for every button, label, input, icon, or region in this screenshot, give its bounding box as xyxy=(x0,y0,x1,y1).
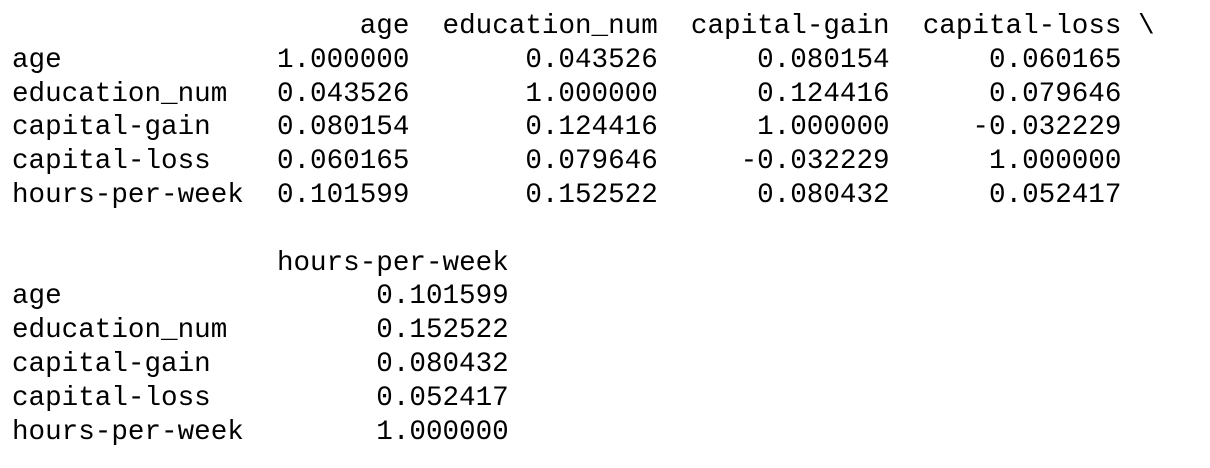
cell-value: 0.060165 xyxy=(988,44,1122,76)
cell-value: 0.124416 xyxy=(757,78,890,110)
cell-value: -0.032229 xyxy=(972,112,1122,144)
cell-value: 0.152522 xyxy=(525,180,658,211)
cell-value: 0.101599 xyxy=(376,281,509,313)
row-label: capital-gain xyxy=(12,112,211,144)
column-header: education_num xyxy=(442,11,658,42)
cell-value: 0.080154 xyxy=(276,112,410,144)
cell-value: 0.080154 xyxy=(757,44,890,76)
cell-value: 0.079646 xyxy=(525,146,658,178)
cell-value: 0.052417 xyxy=(988,180,1122,211)
row-label: age xyxy=(12,281,62,313)
row-label: education_num xyxy=(12,78,228,110)
row-label: hours-per-week xyxy=(12,180,244,211)
cell-value: 0.124416 xyxy=(525,112,658,144)
cell-value: 1.000000 xyxy=(525,78,658,110)
cell-value: 1.000000 xyxy=(376,416,509,448)
cell-value: 0.080432 xyxy=(757,180,890,211)
cell-value: 0.080432 xyxy=(376,349,509,380)
cell-value: 0.052417 xyxy=(376,382,509,414)
cell-value: 1.000000 xyxy=(276,44,410,76)
row-label: capital-gain xyxy=(12,349,211,380)
column-header: hours-per-week xyxy=(276,247,509,279)
cell-value: 0.060165 xyxy=(276,146,410,178)
cell-value: 1.000000 xyxy=(988,146,1122,178)
row-label: education_num xyxy=(12,315,228,347)
row-label: hours-per-week xyxy=(12,416,244,448)
continuation-mark: \ xyxy=(1138,11,1155,42)
cell-value: 0.043526 xyxy=(276,78,410,110)
cell-value: 0.152522 xyxy=(376,315,509,347)
cell-value: -0.032229 xyxy=(740,146,890,178)
row-label: capital-loss xyxy=(12,146,211,178)
column-header: capital-loss xyxy=(922,11,1122,42)
row-label: age xyxy=(12,44,62,76)
cell-value: 1.000000 xyxy=(757,112,890,144)
row-label: capital-loss xyxy=(12,382,211,414)
cell-value: 0.043526 xyxy=(525,44,658,76)
cell-value: 0.101599 xyxy=(276,180,410,211)
column-header: capital-gain xyxy=(690,11,890,42)
cell-value: 0.079646 xyxy=(988,78,1122,110)
column-header: age xyxy=(359,11,410,42)
